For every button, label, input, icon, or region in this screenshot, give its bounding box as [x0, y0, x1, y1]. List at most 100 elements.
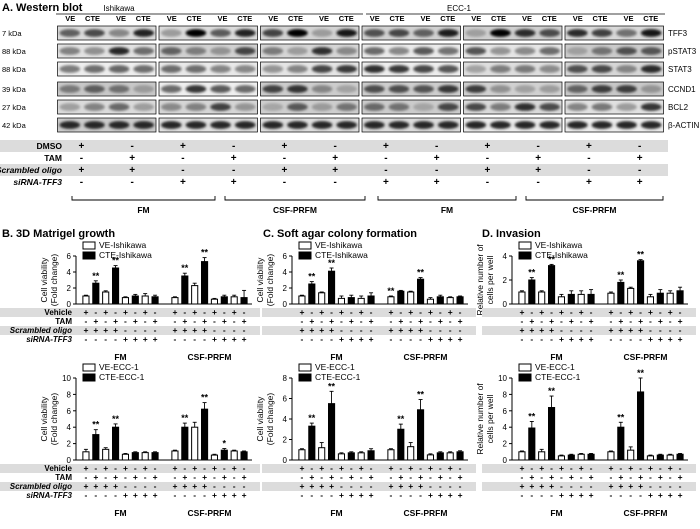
treatment-sign: -: [94, 334, 97, 344]
protein-band: [84, 121, 105, 129]
treatment-sign: +: [339, 334, 344, 344]
legend-swatch: [298, 251, 312, 260]
treatment-sign: -: [679, 325, 682, 335]
bar: [298, 449, 306, 461]
protein-band: [262, 29, 284, 37]
bar: [240, 297, 248, 305]
lane-label-cte: CTE: [593, 14, 608, 23]
treatment-sign: -: [629, 334, 632, 344]
treatment-sign: +: [192, 463, 197, 473]
treatment-sign: -: [619, 490, 622, 500]
treatment-label: Vehicle: [44, 308, 72, 317]
treatment-sign: -: [333, 141, 336, 152]
bar: [357, 297, 365, 305]
bar: [210, 454, 218, 461]
treatment-sign: +: [638, 472, 643, 482]
significance-mark: **: [617, 270, 625, 280]
treatment-sign: -: [570, 481, 573, 491]
treatment-sign: -: [550, 463, 553, 473]
blot-strip: [260, 81, 360, 97]
protein-band: [287, 121, 308, 129]
protein-band: [336, 47, 358, 55]
treatment-sign: +: [388, 463, 393, 473]
protein-band: [133, 29, 155, 37]
treatment-sign: -: [174, 334, 177, 344]
protein-band: [59, 103, 81, 111]
media-bracket: [224, 196, 366, 201]
treatment-sign: +: [332, 153, 338, 164]
bar: [557, 455, 565, 461]
treatment-sign: +: [579, 463, 584, 473]
lane-label-ve: VE: [167, 14, 177, 23]
treatment-sign: -: [639, 307, 642, 317]
legend-swatch: [82, 251, 96, 260]
treatment-sign: -: [610, 472, 613, 482]
bar: [131, 295, 139, 305]
protein-band: [566, 85, 588, 93]
y-axis-label-line: (Fold change): [49, 254, 59, 307]
treatment-sign: +: [182, 472, 187, 482]
treatment-sign: -: [540, 490, 543, 500]
bar: [102, 291, 110, 305]
bar: [141, 452, 149, 461]
treatment-sign: +: [339, 307, 344, 317]
protein-label: CCND1: [668, 85, 696, 94]
treatment-sign: -: [540, 472, 543, 482]
treatment-sign: +: [319, 325, 324, 335]
treatment-row-shade: [0, 308, 260, 317]
protein-band: [336, 65, 358, 73]
treatment-sign: -: [233, 481, 236, 491]
treatment-sign: -: [181, 165, 184, 176]
blot-strip: [57, 99, 157, 115]
treatment-sign: +: [434, 177, 440, 188]
treatment-table: DMSO + - + - + - + - + - + -TAM - + - + - + - + - + - +Scrambled…: [0, 140, 668, 215]
treatment-sign: +: [202, 472, 207, 482]
protein-band: [262, 47, 284, 55]
protein-band: [133, 85, 155, 93]
treatment-sign: -: [114, 334, 117, 344]
treatment-sign: +: [408, 307, 413, 317]
treatment-sign: -: [550, 490, 553, 500]
treatment-sign: -: [85, 334, 88, 344]
legend-label: VE-ECC-1: [535, 362, 575, 372]
treatment-sign: -: [629, 316, 632, 326]
treatment-sign: -: [243, 325, 246, 335]
treatment-sign: +: [93, 316, 98, 326]
treatment-sign: -: [449, 325, 452, 335]
treatment-sign: +: [93, 325, 98, 335]
treatment-sign: +: [388, 307, 393, 317]
treatment-row-shade: [262, 464, 476, 473]
y-tick-label: 6: [283, 252, 288, 261]
treatment-sign: -: [409, 472, 412, 482]
treatment-sign: -: [174, 472, 177, 482]
treatment-sign: -: [94, 463, 97, 473]
treatment-sign: +: [103, 325, 108, 335]
treatment-sign: +: [182, 316, 187, 326]
bar: [337, 297, 345, 305]
protein-band: [640, 121, 662, 129]
bar: [171, 450, 179, 461]
protein-band: [59, 65, 81, 73]
protein-band: [413, 47, 434, 55]
treatment-sign: -: [154, 307, 157, 317]
protein-band: [539, 85, 561, 93]
treatment-sign: -: [144, 325, 147, 335]
treatment-sign: +: [172, 481, 177, 491]
treatment-sign: +: [438, 334, 443, 344]
protein-band: [160, 103, 182, 111]
treatment-sign: -: [330, 463, 333, 473]
treatment-sign: +: [123, 334, 128, 344]
protein-band: [59, 121, 81, 129]
treatment-sign: -: [360, 316, 363, 326]
treatment-sign: +: [222, 490, 227, 500]
treatment-sign: -: [390, 472, 393, 482]
bar: [387, 296, 395, 305]
treatment-sign: -: [659, 463, 662, 473]
treatment-label: Scrambled oligo: [0, 165, 62, 175]
treatment-sign: +: [388, 481, 393, 491]
treatment-sign: +: [232, 490, 237, 500]
treatment-sign: +: [638, 481, 643, 491]
treatment-row-shade: [482, 326, 696, 335]
treatment-sign: -: [459, 463, 462, 473]
